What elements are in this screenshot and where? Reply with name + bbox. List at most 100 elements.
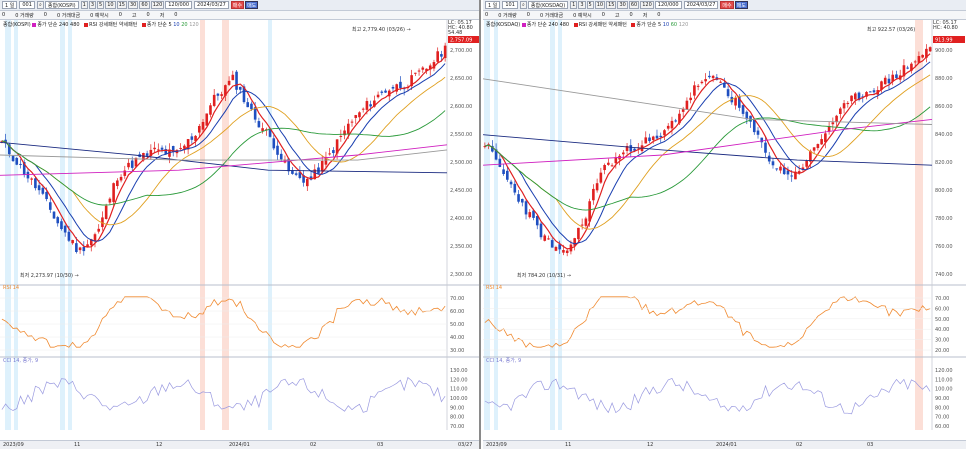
candle-body bbox=[801, 167, 805, 170]
candle-body bbox=[45, 191, 48, 200]
candle-body bbox=[153, 147, 156, 150]
candle-body bbox=[294, 173, 298, 175]
candle-body bbox=[824, 133, 827, 143]
highlight-band bbox=[558, 20, 562, 430]
price-tick-label: 900.00 bbox=[935, 48, 953, 54]
kosdaq-chart[interactable]: 900.00 880.00 860.00 840.00 820.00 800.00 780.… bbox=[483, 20, 966, 440]
candle-body bbox=[212, 94, 216, 106]
candle-body bbox=[171, 146, 175, 152]
rsi-line bbox=[1, 296, 446, 348]
period-10[interactable]: 10 bbox=[105, 1, 116, 9]
ma-line-10 bbox=[484, 61, 931, 245]
code-input[interactable]: 101 bbox=[502, 1, 518, 9]
ma-line-ma120 bbox=[0, 149, 448, 161]
rsi-tick-label: 50.00 bbox=[450, 322, 464, 328]
info-item: 0 bbox=[601, 12, 605, 18]
candle-body bbox=[298, 172, 302, 178]
candle-body bbox=[41, 187, 45, 194]
period-select[interactable]: 1 일 bbox=[2, 1, 18, 9]
candle-body bbox=[820, 139, 823, 145]
candle-body bbox=[782, 167, 786, 175]
candle-body bbox=[520, 198, 524, 203]
period-5[interactable]: 5 bbox=[97, 1, 105, 9]
period-30[interactable]: 30 bbox=[617, 1, 628, 9]
search-icon[interactable]: ⌕ bbox=[36, 1, 44, 9]
sell-button[interactable]: 매도 bbox=[245, 1, 259, 9]
candle-body bbox=[164, 149, 168, 155]
period-1[interactable]: 1 bbox=[570, 1, 578, 9]
candle-body bbox=[659, 135, 663, 138]
candle-body bbox=[220, 94, 223, 96]
bar-count[interactable]: 120/000 bbox=[165, 1, 193, 9]
candle-body bbox=[506, 170, 509, 180]
period-120[interactable]: 120 bbox=[640, 1, 654, 9]
buy-button[interactable]: 매수 bbox=[720, 1, 734, 9]
candle-body bbox=[332, 150, 335, 154]
period-30[interactable]: 30 bbox=[127, 1, 139, 9]
candle-body bbox=[528, 212, 532, 218]
candle-body bbox=[726, 89, 730, 97]
candle-body bbox=[246, 102, 250, 108]
candle-body bbox=[309, 176, 313, 180]
candle-body bbox=[26, 171, 30, 179]
candle-body bbox=[524, 201, 528, 215]
ma-line-20 bbox=[484, 74, 931, 230]
candle-body bbox=[201, 121, 205, 130]
period-5[interactable]: 5 bbox=[586, 1, 594, 9]
toolbar: 1 일 101 ⌕ 종합(KOSDAQ) 1 3 5 10 15 30 60 1… bbox=[483, 0, 966, 11]
candle-body bbox=[663, 130, 666, 136]
candle-body bbox=[257, 121, 261, 128]
candle-body bbox=[831, 122, 835, 125]
candle-body bbox=[354, 115, 358, 118]
date-field[interactable]: 2024/03/27 bbox=[683, 1, 719, 9]
period-15[interactable]: 15 bbox=[606, 1, 617, 9]
candle-body bbox=[119, 176, 123, 181]
candle-body bbox=[56, 217, 60, 224]
period-1[interactable]: 1 bbox=[80, 1, 88, 9]
legend-ma240: 종가 단순 240 bbox=[37, 22, 69, 28]
highlight-band bbox=[915, 20, 923, 430]
search-icon[interactable]: ⌕ bbox=[519, 1, 527, 9]
cci-line bbox=[484, 377, 931, 415]
candle-body bbox=[928, 47, 932, 52]
period-60[interactable]: 60 bbox=[628, 1, 640, 9]
candle-body bbox=[607, 162, 610, 165]
candle-body bbox=[78, 247, 82, 251]
candle-body bbox=[63, 225, 67, 233]
candle-body bbox=[328, 153, 331, 155]
period-15[interactable]: 15 bbox=[116, 1, 127, 9]
date-field[interactable]: 2024/03/27 bbox=[194, 1, 229, 9]
candle-body bbox=[22, 161, 26, 175]
legend-ma240: 종가 단순 240 bbox=[526, 22, 558, 28]
candle-body bbox=[517, 194, 520, 202]
price-tick-label: 800.00 bbox=[935, 188, 953, 194]
candle-body bbox=[906, 67, 909, 69]
candle-body bbox=[917, 56, 921, 63]
candle-body bbox=[440, 54, 443, 57]
info-bar: 0 0 거래량 0 0 거래대금 0 예약시 0 고 0 저 0 bbox=[0, 11, 479, 20]
period-select[interactable]: 1 일 bbox=[485, 1, 501, 9]
period-60[interactable]: 60 bbox=[139, 1, 150, 9]
candle-body bbox=[268, 128, 272, 137]
kospi-chart[interactable]: 2,700.00 2,650.00 2,600.00 2,550.00 2,500.00… bbox=[0, 20, 481, 440]
sell-button[interactable]: 매도 bbox=[734, 1, 748, 9]
code-input[interactable]: 001 bbox=[19, 1, 35, 9]
candle-body bbox=[681, 108, 685, 112]
period-3[interactable]: 3 bbox=[578, 1, 586, 9]
candle-body bbox=[558, 244, 562, 250]
bar-count[interactable]: 120/000 bbox=[654, 1, 682, 9]
candle-body bbox=[313, 169, 317, 180]
period-120[interactable]: 120 bbox=[150, 1, 165, 9]
period-10[interactable]: 10 bbox=[594, 1, 606, 9]
candle-body bbox=[432, 62, 436, 69]
candle-body bbox=[380, 91, 384, 93]
candle-body bbox=[872, 90, 876, 93]
candle-body bbox=[883, 77, 887, 85]
buy-button[interactable]: 매수 bbox=[230, 1, 245, 9]
date-label: 11 bbox=[565, 442, 572, 448]
top-right-label: HC: 40.80 bbox=[448, 25, 473, 31]
price-tick-label: 2,450.00 bbox=[450, 188, 472, 194]
candle-body bbox=[373, 100, 376, 107]
candle-body bbox=[655, 135, 659, 139]
period-3[interactable]: 3 bbox=[88, 1, 97, 9]
